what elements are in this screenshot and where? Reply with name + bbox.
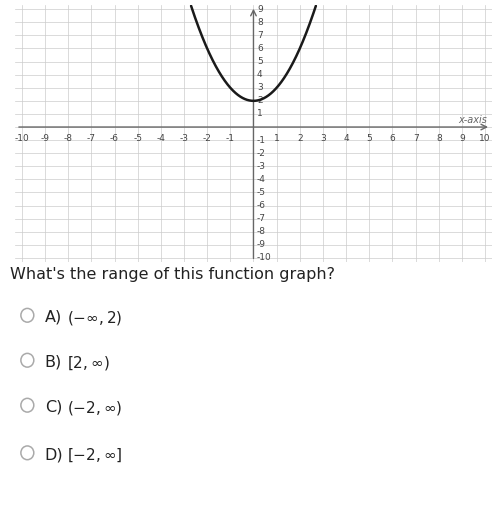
Text: 9: 9 bbox=[459, 134, 465, 143]
Text: -9: -9 bbox=[257, 240, 266, 249]
Text: x-axis: x-axis bbox=[459, 115, 488, 125]
Text: $[2,\infty)$: $[2,\infty)$ bbox=[67, 354, 110, 372]
Text: -2: -2 bbox=[257, 149, 266, 158]
Text: 4: 4 bbox=[343, 134, 349, 143]
Text: 4: 4 bbox=[257, 70, 262, 79]
Text: -6: -6 bbox=[110, 134, 119, 143]
Text: -7: -7 bbox=[87, 134, 96, 143]
Text: -5: -5 bbox=[133, 134, 142, 143]
Text: -2: -2 bbox=[203, 134, 212, 143]
Text: 7: 7 bbox=[257, 31, 263, 40]
Text: -7: -7 bbox=[257, 214, 266, 223]
Text: -3: -3 bbox=[257, 162, 266, 171]
Text: -10: -10 bbox=[14, 134, 29, 143]
Text: 1: 1 bbox=[257, 110, 263, 118]
Text: $[-2,\infty]$: $[-2,\infty]$ bbox=[67, 447, 123, 464]
Text: 10: 10 bbox=[479, 134, 491, 143]
Text: -4: -4 bbox=[157, 134, 166, 143]
Text: 5: 5 bbox=[366, 134, 372, 143]
Text: -8: -8 bbox=[64, 134, 73, 143]
Text: 3: 3 bbox=[257, 83, 263, 92]
Text: 8: 8 bbox=[257, 18, 263, 27]
Text: B): B) bbox=[45, 354, 62, 369]
Text: A): A) bbox=[45, 309, 62, 324]
Text: 6: 6 bbox=[390, 134, 395, 143]
Text: 9: 9 bbox=[257, 5, 263, 14]
Text: -1: -1 bbox=[226, 134, 235, 143]
Text: -6: -6 bbox=[257, 201, 266, 210]
Text: C): C) bbox=[45, 399, 62, 414]
Text: $(-\infty,2)$: $(-\infty,2)$ bbox=[67, 309, 123, 327]
Text: -8: -8 bbox=[257, 227, 266, 236]
Text: -9: -9 bbox=[41, 134, 50, 143]
Text: 8: 8 bbox=[436, 134, 442, 143]
Text: 5: 5 bbox=[257, 57, 263, 66]
Text: 2: 2 bbox=[257, 96, 262, 105]
Text: 3: 3 bbox=[320, 134, 326, 143]
Text: 7: 7 bbox=[413, 134, 418, 143]
Text: $(-2,\infty)$: $(-2,\infty)$ bbox=[67, 399, 123, 417]
Text: -5: -5 bbox=[257, 188, 266, 197]
Text: -3: -3 bbox=[179, 134, 188, 143]
Text: What's the range of this function graph?: What's the range of this function graph? bbox=[10, 267, 335, 282]
Text: D): D) bbox=[45, 447, 63, 462]
Text: 6: 6 bbox=[257, 44, 263, 53]
Text: 1: 1 bbox=[274, 134, 279, 143]
Text: -1: -1 bbox=[257, 135, 266, 144]
Text: -4: -4 bbox=[257, 175, 266, 184]
Text: -10: -10 bbox=[257, 253, 272, 262]
Text: 2: 2 bbox=[297, 134, 303, 143]
